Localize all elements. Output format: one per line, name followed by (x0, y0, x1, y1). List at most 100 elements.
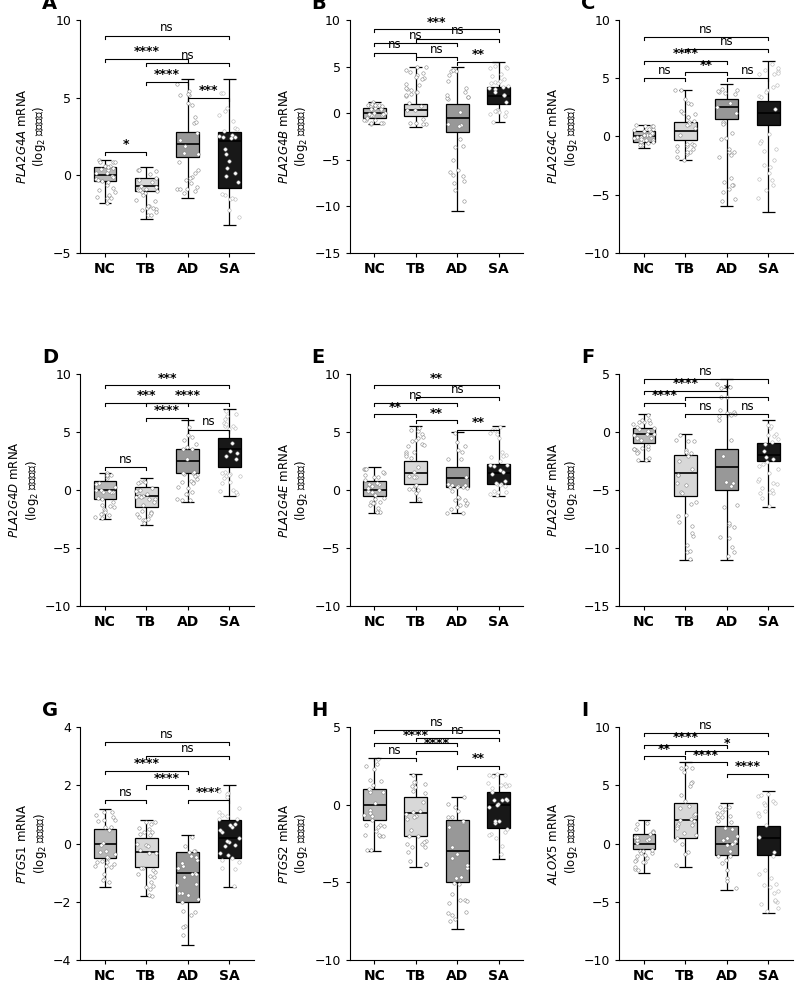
Point (482, 767, 495, 783)
Point (630, 832, 643, 848)
Text: ns: ns (450, 383, 464, 396)
Point (131, 475, 144, 491)
Point (759, 62, 771, 78)
Point (409, 774, 421, 790)
Point (489, 81, 502, 97)
Point (491, 75, 504, 91)
Text: H: H (312, 701, 328, 720)
Point (627, 441, 640, 457)
Point (145, 874, 158, 890)
Point (676, 105, 689, 121)
Y-axis label: $\it{PLA2G4E}$ mRNA
(log$_2$ 差异倍数): $\it{PLA2G4E}$ mRNA (log$_2$ 差异倍数) (278, 442, 310, 538)
Point (483, 799, 496, 815)
Point (90, 171, 103, 187)
Point (489, 74, 501, 90)
Point (714, 380, 727, 396)
Point (723, 517, 735, 533)
Point (409, 478, 421, 494)
Point (226, 850, 239, 866)
Point (485, 75, 497, 91)
Point (133, 474, 146, 490)
Point (632, 862, 645, 878)
Point (187, 475, 199, 491)
Point (445, 809, 458, 825)
Point (95, 491, 108, 507)
Point (134, 488, 147, 504)
Point (227, 113, 239, 129)
Point (367, 107, 380, 123)
Point (365, 96, 378, 112)
Point (721, 862, 734, 878)
Point (500, 94, 513, 110)
Point (672, 508, 685, 524)
Point (148, 494, 161, 510)
Point (690, 827, 702, 843)
Point (214, 483, 227, 499)
Point (726, 475, 739, 491)
Point (488, 58, 501, 74)
Point (457, 813, 469, 829)
Point (191, 146, 204, 162)
Point (175, 492, 188, 508)
Point (175, 894, 188, 910)
Point (93, 182, 106, 198)
Point (212, 804, 225, 820)
Text: ns: ns (388, 744, 402, 757)
Point (182, 480, 195, 496)
Point (104, 484, 117, 500)
Point (634, 131, 647, 147)
Point (191, 467, 203, 483)
Point (441, 476, 454, 492)
Point (107, 484, 119, 500)
Point (641, 815, 654, 831)
Point (99, 158, 112, 174)
Point (755, 480, 768, 496)
Point (149, 170, 162, 186)
Point (682, 844, 694, 860)
Point (183, 492, 196, 508)
Point (687, 807, 700, 823)
Point (762, 417, 775, 433)
Point (767, 475, 779, 491)
Point (101, 850, 114, 866)
Point (686, 525, 698, 541)
Point (760, 182, 773, 198)
Point (400, 446, 413, 462)
Point (146, 888, 159, 904)
Text: ****: **** (403, 729, 429, 742)
Point (371, 500, 384, 516)
Y-axis label: $\it{PTGS2}$ mRNA
(log$_2$ 差异倍数): $\it{PTGS2}$ mRNA (log$_2$ 差异倍数) (278, 803, 310, 884)
Point (408, 469, 421, 485)
Point (723, 141, 735, 157)
Point (365, 494, 378, 510)
Point (138, 515, 151, 531)
Point (376, 107, 388, 123)
Point (457, 168, 469, 184)
Point (771, 883, 784, 899)
Text: ****: **** (693, 749, 719, 762)
Point (177, 465, 190, 481)
Point (366, 777, 379, 793)
Point (751, 788, 764, 804)
Point (406, 767, 419, 783)
Point (96, 872, 109, 888)
Point (109, 812, 122, 828)
Point (627, 441, 640, 457)
Point (107, 180, 119, 196)
Point (646, 823, 659, 839)
Text: ****: **** (154, 68, 180, 81)
Point (457, 814, 470, 830)
Point (89, 858, 102, 874)
Point (719, 852, 732, 868)
Point (631, 832, 644, 848)
Point (485, 780, 498, 796)
Point (183, 419, 195, 435)
Point (684, 445, 697, 461)
Point (139, 185, 151, 201)
Point (494, 73, 507, 89)
Point (682, 448, 694, 464)
Point (410, 69, 423, 85)
Point (91, 813, 104, 829)
Point (150, 163, 163, 179)
Point (228, 120, 241, 136)
